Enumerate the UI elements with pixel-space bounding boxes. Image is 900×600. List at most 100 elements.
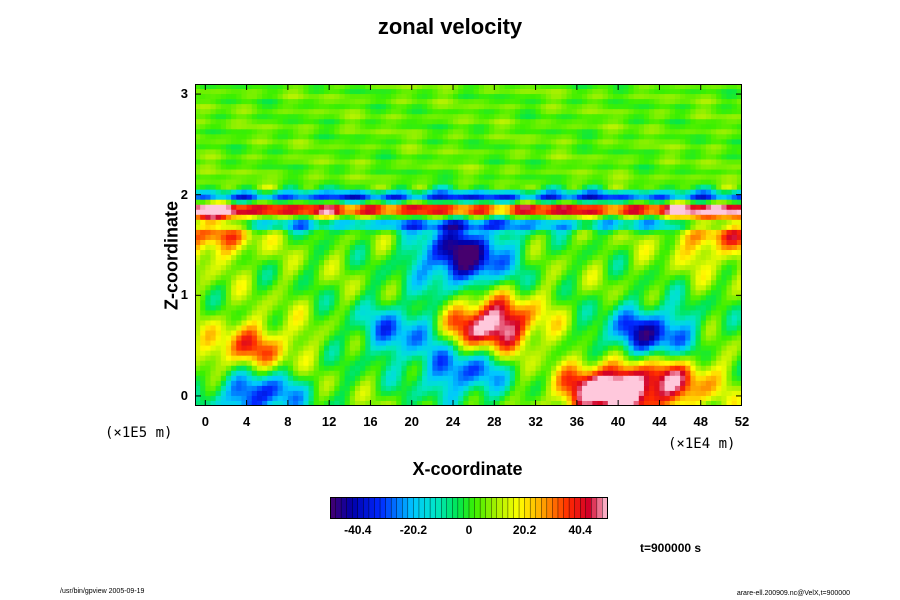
heatmap-cell xyxy=(215,214,222,221)
heatmap-cell xyxy=(406,310,413,317)
heatmap-cell xyxy=(643,164,650,171)
heatmap-cell xyxy=(458,265,464,271)
heatmap-cell xyxy=(432,109,439,115)
heatmap-cell xyxy=(246,305,253,312)
heatmap-cell xyxy=(205,204,212,211)
heatmap-cell xyxy=(241,134,248,140)
heatmap-cell xyxy=(633,295,640,301)
heatmap-cell xyxy=(556,310,562,317)
heatmap-cell xyxy=(354,164,361,171)
heatmap-cell xyxy=(587,285,593,291)
heatmap-cell xyxy=(282,204,289,211)
heatmap-cell xyxy=(205,189,212,196)
heatmap-cell xyxy=(365,250,372,256)
heatmap-cell xyxy=(339,129,346,135)
heatmap-cell xyxy=(324,194,330,201)
heatmap-cell xyxy=(282,219,289,226)
heatmap-cell xyxy=(396,94,403,100)
heatmap-cell xyxy=(556,250,562,256)
heatmap-cell xyxy=(649,255,655,261)
heatmap-cell xyxy=(499,129,506,135)
heatmap-cell xyxy=(303,315,310,322)
heatmap-cell xyxy=(669,84,676,90)
heatmap-cell xyxy=(411,159,418,166)
heatmap-cell xyxy=(674,174,681,181)
heatmap-cell xyxy=(220,310,227,317)
heatmap-cell xyxy=(685,144,691,151)
heatmap-cell xyxy=(313,99,320,105)
heatmap-cell xyxy=(700,199,707,206)
heatmap-cell xyxy=(551,275,557,281)
heatmap-cell xyxy=(344,315,351,322)
heatmap-cell xyxy=(205,310,212,317)
heatmap-cell xyxy=(329,310,335,317)
heatmap-cell xyxy=(638,89,645,95)
heatmap-cell xyxy=(375,119,382,125)
heatmap-cell xyxy=(287,144,294,151)
heatmap-cell xyxy=(360,260,366,266)
heatmap-cell xyxy=(504,270,511,276)
heatmap-cell xyxy=(597,84,604,90)
heatmap-cell xyxy=(391,124,397,130)
heatmap-cell xyxy=(463,164,470,171)
heatmap-cell xyxy=(473,285,480,291)
heatmap-cell xyxy=(375,310,382,317)
heatmap-cell xyxy=(360,199,366,206)
heatmap-cell xyxy=(561,94,568,100)
heatmap-cell xyxy=(380,280,387,286)
heatmap-cell xyxy=(293,305,299,312)
heatmap-cell xyxy=(385,189,392,196)
heatmap-cell xyxy=(680,114,686,120)
heatmap-cell xyxy=(406,159,413,166)
heatmap-cell xyxy=(396,124,403,130)
heatmap-cell xyxy=(427,184,433,191)
heatmap-cell xyxy=(489,124,495,130)
heatmap-cell xyxy=(365,275,372,281)
heatmap-cell xyxy=(411,265,418,271)
heatmap-cell xyxy=(494,234,501,241)
heatmap-cell xyxy=(354,89,361,95)
heatmap-cell xyxy=(231,255,237,261)
heatmap-cell xyxy=(654,94,661,100)
heatmap-cell xyxy=(705,164,712,171)
heatmap-cell xyxy=(360,250,366,256)
heatmap-cell xyxy=(432,144,439,151)
heatmap-cell xyxy=(695,270,702,276)
heatmap-cell xyxy=(427,224,433,231)
heatmap-cell xyxy=(422,300,428,306)
heatmap-cell xyxy=(303,119,310,125)
heatmap-cell xyxy=(447,184,454,191)
heatmap-cell xyxy=(324,124,330,130)
heatmap-cell xyxy=(489,154,495,161)
heatmap-cell xyxy=(680,239,686,246)
heatmap-cell xyxy=(504,245,511,251)
heatmap-cell xyxy=(416,310,423,317)
heatmap-cell xyxy=(447,305,454,312)
heatmap-cell xyxy=(303,124,310,130)
heatmap-cell xyxy=(561,229,568,236)
heatmap-cell xyxy=(633,149,640,156)
heatmap-cell xyxy=(303,189,310,196)
heatmap-cell xyxy=(344,290,351,296)
heatmap-cell xyxy=(195,239,201,246)
heatmap-cell xyxy=(354,199,361,206)
heatmap-cell xyxy=(277,199,284,206)
heatmap-cell xyxy=(416,104,423,110)
heatmap-cell xyxy=(690,295,697,301)
heatmap-cell xyxy=(530,184,537,191)
heatmap-cell xyxy=(721,89,728,95)
heatmap-cell xyxy=(334,169,341,176)
heatmap-cell xyxy=(664,144,671,151)
heatmap-cell xyxy=(205,129,212,135)
heatmap-cell xyxy=(236,214,243,221)
heatmap-cell xyxy=(478,194,485,201)
heatmap-cell xyxy=(195,305,201,312)
heatmap-cell xyxy=(370,234,377,241)
heatmap-cell xyxy=(354,139,361,145)
heatmap-cell xyxy=(463,290,470,296)
heatmap-cell xyxy=(246,204,253,211)
heatmap-cell xyxy=(267,164,274,171)
heatmap-cell xyxy=(711,224,717,231)
heatmap-cell xyxy=(700,209,707,216)
heatmap-cell xyxy=(612,305,619,312)
